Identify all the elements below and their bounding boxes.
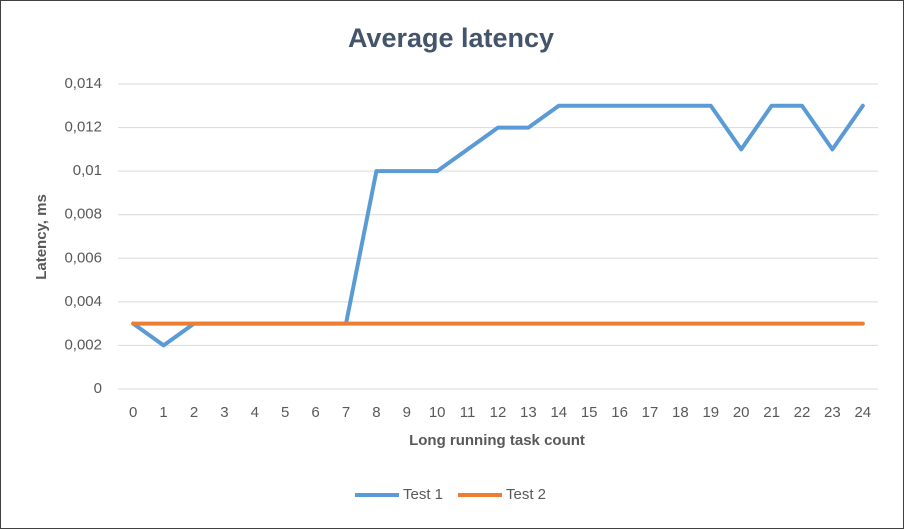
x-tick-label: 24 (854, 404, 871, 421)
x-tick-label: 10 (429, 404, 446, 421)
y-tick-label: 0,014 (64, 75, 102, 92)
x-tick-label: 5 (281, 404, 289, 421)
x-tick-label: 15 (581, 404, 598, 421)
x-tick-label: 21 (763, 404, 780, 421)
x-tick-label: 20 (733, 404, 750, 421)
x-tick-label: 6 (311, 404, 319, 421)
x-tick-label: 14 (550, 404, 567, 421)
x-tick-label: 3 (220, 404, 228, 421)
y-tick-label: 0 (94, 380, 102, 397)
chart-title: Average latency (348, 23, 554, 53)
x-tick-label: 4 (251, 404, 259, 421)
legend-label: Test 1 (403, 486, 443, 503)
y-tick-label: 0,008 (64, 206, 102, 223)
y-axis-title: Latency, ms (33, 194, 50, 280)
x-tick-label: 9 (403, 404, 411, 421)
y-tick-label: 0,004 (64, 293, 102, 310)
x-tick-label: 22 (794, 404, 811, 421)
x-tick-label: 23 (824, 404, 841, 421)
legend-label: Test 2 (506, 486, 546, 503)
x-tick-label: 7 (342, 404, 350, 421)
y-tick-label: 0,01 (73, 162, 102, 179)
x-axis-title: Long running task count (409, 432, 585, 449)
x-tick-label: 16 (611, 404, 628, 421)
x-tick-label: 18 (672, 404, 689, 421)
y-tick-label: 0,002 (64, 336, 102, 353)
x-tick-label: 2 (190, 404, 198, 421)
x-tick-label: 17 (642, 404, 659, 421)
x-tick-label: 12 (490, 404, 507, 421)
x-tick-label: 1 (159, 404, 167, 421)
x-tick-label: 13 (520, 404, 537, 421)
x-tick-label: 19 (702, 404, 719, 421)
x-tick-label: 0 (129, 404, 137, 421)
x-tick-label: 8 (372, 404, 380, 421)
x-tick-label: 11 (460, 404, 476, 421)
y-tick-label: 0,006 (64, 249, 102, 266)
y-tick-label: 0,012 (64, 119, 102, 136)
